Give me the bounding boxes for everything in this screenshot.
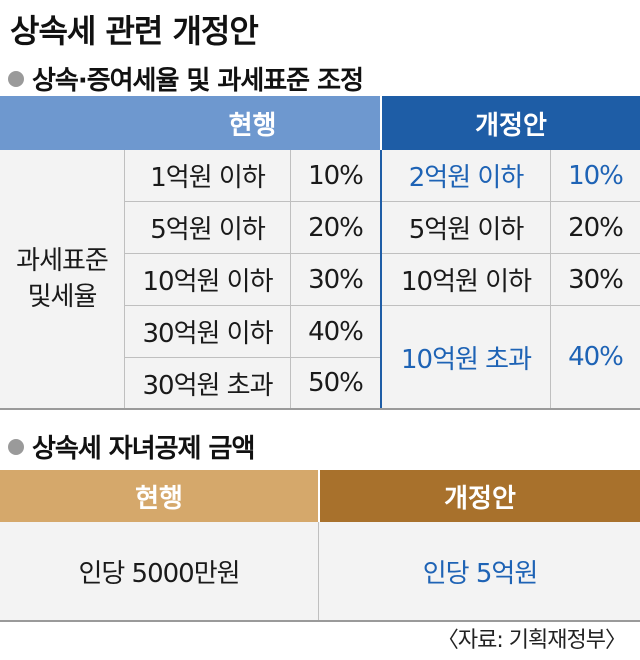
current-rate-4: 40% — [308, 316, 364, 347]
row-divider — [125, 357, 380, 358]
row-divider — [125, 305, 380, 306]
current-bracket-2: 5억원 이하 — [125, 202, 291, 253]
current-rate-2: 20% — [308, 212, 364, 243]
proposed-rate-3: 30% — [568, 264, 624, 295]
tax-rate-table: 현행 개정안 과세표준 및세율 1억원 이하 10% 5억원 이하 20% 10… — [0, 96, 640, 410]
header-current: 현행 — [0, 470, 318, 522]
child-deduction-table-header: 현행 개정안 — [0, 470, 640, 522]
proposed-rate-4: 40% — [568, 342, 624, 372]
bullet-icon — [8, 70, 24, 87]
source-note: 〈자료: 기획재정부〉 — [436, 628, 627, 653]
current-bracket-4: 30억원 이하 — [125, 306, 291, 357]
header-proposed: 개정안 — [382, 96, 640, 150]
bullet-icon — [8, 438, 24, 455]
current-rate-3: 30% — [308, 264, 364, 295]
row-divider — [382, 201, 640, 202]
row-divider — [382, 253, 640, 254]
proposed-deduction-value: 인당 5억원 — [422, 558, 539, 589]
section-heading-tax-rates: 상속·증여세율 및 과세표준 조정 — [8, 60, 364, 97]
row-label-text: 과세표준 및세율 — [16, 246, 109, 312]
current-bracket-3: 10억원 이하 — [125, 254, 291, 305]
current-rate-1: 10% — [308, 160, 364, 191]
section-heading-text: 상속·증여세율 및 과세표준 조정 — [32, 66, 364, 96]
page-title: 상속세 관련 개정안 — [10, 12, 259, 50]
tax-rate-table-header: 현행 개정안 — [0, 96, 640, 150]
row-divider — [382, 305, 640, 306]
table-bottom-rule — [0, 408, 640, 410]
column-divider — [380, 150, 382, 408]
proposed-bracket-4: 10억원 초과 — [382, 306, 551, 408]
child-deduction-table: 현행 개정안 인당 5000만원 인당 5억원 — [0, 470, 640, 622]
proposed-rate-2: 20% — [568, 212, 624, 243]
header-proposed: 개정안 — [320, 470, 640, 522]
current-deduction-value: 인당 5000만원 — [0, 522, 319, 620]
header-current: 현행 — [125, 96, 380, 150]
section-heading-child-deduction: 상속세 자녀공제 금액 — [8, 428, 255, 465]
section-heading-text: 상속세 자녀공제 금액 — [32, 434, 255, 464]
row-label-tax-base: 과세표준 및세율 — [0, 150, 125, 408]
proposed-bracket-1: 2억원 이하 — [382, 150, 551, 201]
proposed-rate-1: 10% — [568, 160, 624, 191]
child-deduction-table-body: 인당 5000만원 인당 5억원 — [0, 522, 640, 620]
current-bracket-1: 1억원 이하 — [125, 150, 291, 201]
current-rate-5: 50% — [308, 368, 364, 398]
proposed-bracket-3: 10억원 이하 — [382, 254, 551, 305]
tax-rate-table-body: 과세표준 및세율 1억원 이하 10% 5억원 이하 20% 10억원 이하 3… — [0, 150, 640, 408]
row-divider — [125, 253, 380, 254]
row-divider — [125, 201, 380, 202]
current-bracket-5: 30억원 초과 — [125, 358, 291, 408]
header-blank-cell — [0, 96, 125, 150]
proposed-bracket-2: 5억원 이하 — [382, 202, 551, 253]
table-bottom-rule — [0, 620, 640, 622]
